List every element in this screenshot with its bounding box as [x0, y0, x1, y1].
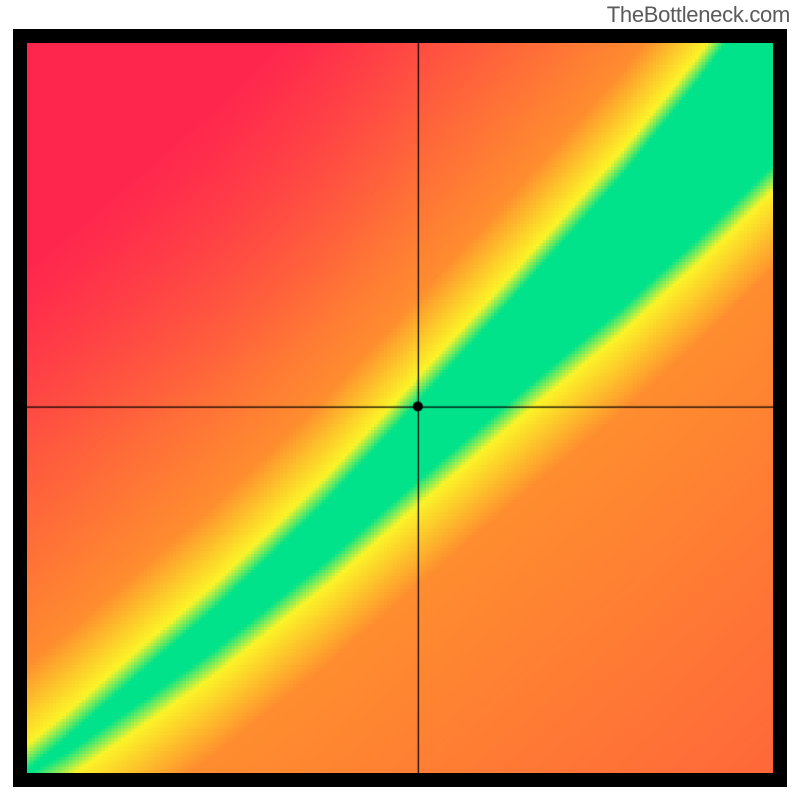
heatmap-frame [13, 29, 787, 787]
crosshair-overlay [27, 43, 773, 773]
page-container: TheBottleneck.com [0, 0, 800, 800]
watermark-text: TheBottleneck.com [607, 2, 790, 28]
